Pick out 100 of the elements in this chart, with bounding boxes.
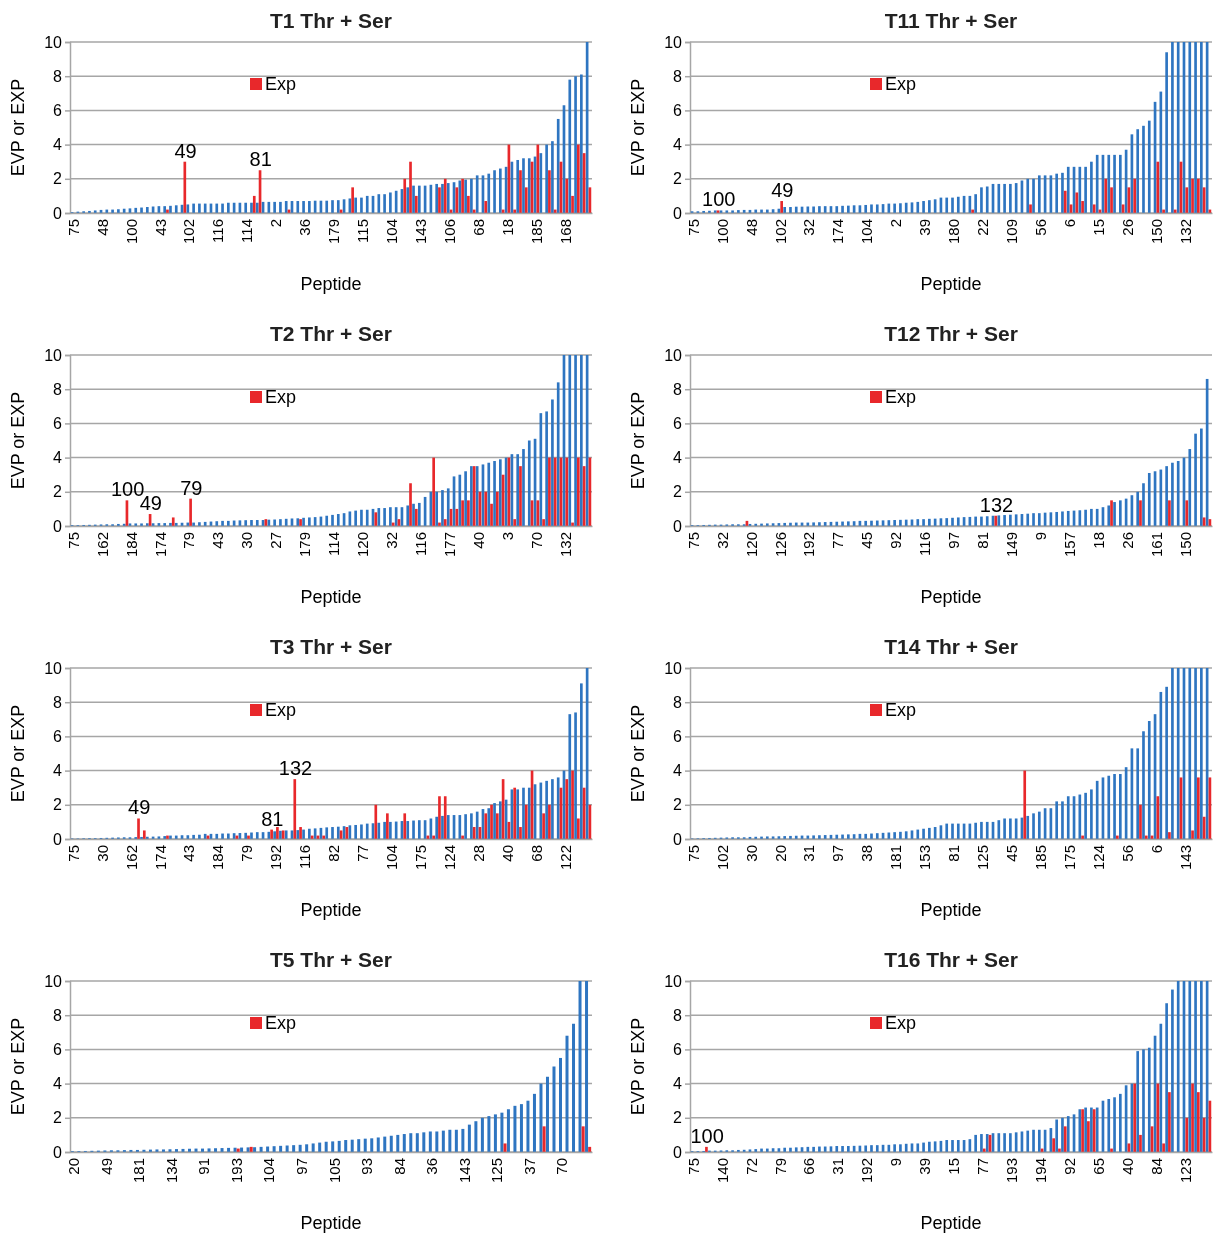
bar [409, 161, 412, 213]
bar [580, 355, 583, 526]
bar [1032, 513, 1035, 526]
bar [438, 796, 441, 839]
bar [461, 1128, 465, 1152]
x-tick-label: 153 [916, 845, 934, 871]
bar [272, 1146, 276, 1152]
bar [1009, 183, 1012, 213]
x-tick-label: 181 [130, 1158, 148, 1184]
x-tick-label: 32 [713, 532, 731, 549]
bar [835, 1146, 839, 1152]
bar [386, 813, 389, 839]
bar [980, 1134, 983, 1152]
bar [545, 780, 548, 839]
bar [227, 1147, 231, 1152]
bar [360, 197, 363, 213]
bar [1165, 52, 1168, 213]
bar [484, 201, 488, 213]
x-tick-label: 177 [440, 532, 458, 558]
bar [705, 1146, 708, 1152]
x-tick-label: 104 [858, 219, 876, 245]
bar [864, 1145, 868, 1152]
annotation: 81 [249, 148, 272, 171]
bar [1171, 989, 1174, 1152]
bar [1032, 1129, 1035, 1152]
bar [568, 714, 572, 839]
bar [580, 683, 583, 839]
x-tick-label: 38 [858, 845, 876, 862]
bar [951, 517, 954, 526]
bar [403, 813, 407, 839]
x-tick-label: 75 [64, 532, 82, 549]
bar [818, 206, 821, 213]
bar [1026, 178, 1030, 213]
bar [1176, 668, 1180, 839]
x-tick-label: 79 [180, 532, 198, 549]
y-tick-label: 6 [53, 415, 63, 433]
bar [870, 204, 873, 213]
bar [835, 206, 839, 213]
bar [438, 187, 441, 213]
bar [412, 503, 415, 526]
bar [215, 521, 219, 526]
x-tick-label: 125 [974, 845, 992, 871]
bar [997, 183, 1001, 213]
bar [916, 519, 920, 526]
bar [899, 1144, 902, 1152]
bar [350, 1139, 354, 1152]
y-tick-label: 2 [53, 483, 63, 501]
x-axis-title: Peptide [920, 274, 982, 294]
bar [221, 203, 224, 213]
bar [273, 201, 276, 213]
bar [875, 1145, 879, 1152]
bar [1061, 1117, 1064, 1152]
x-tick-label: 84 [1147, 1158, 1165, 1175]
x-tick-label: 77 [354, 845, 372, 862]
x-tick-label: 140 [713, 1158, 731, 1184]
bar [221, 520, 224, 526]
bar [847, 1146, 850, 1152]
bar [980, 821, 983, 839]
x-tick-label: 174 [151, 845, 169, 871]
x-tick-label: 56 [1118, 845, 1136, 862]
y-tick-label: 0 [53, 1143, 63, 1161]
bar [1188, 42, 1192, 213]
bar [215, 203, 219, 213]
legend-label: Exp [885, 1013, 917, 1033]
bar [325, 827, 329, 839]
bar [1081, 201, 1084, 213]
bar [812, 1146, 815, 1152]
bar [1055, 1119, 1058, 1152]
bar [171, 517, 175, 526]
y-tick-label: 0 [53, 204, 63, 222]
y-tick-label: 4 [53, 1075, 63, 1093]
bar [252, 195, 256, 213]
x-tick-label: 77 [974, 1158, 992, 1175]
bar [551, 779, 554, 839]
bar [446, 183, 450, 213]
x-tick-label: 32 [800, 219, 818, 236]
bar [1136, 491, 1140, 526]
bar [493, 170, 496, 213]
bar [383, 194, 386, 213]
bar [484, 491, 488, 526]
bar [435, 1131, 439, 1152]
x-axis-title: Peptide [920, 587, 982, 607]
bar [1142, 1049, 1145, 1152]
bar [1176, 461, 1180, 526]
bar [506, 1109, 510, 1152]
x-tick-label: 116 [209, 219, 227, 243]
bar [1023, 770, 1027, 839]
x-tick-label: 185 [1031, 845, 1049, 871]
bar [402, 1134, 406, 1152]
x-tick-label: 168 [556, 219, 574, 245]
bar [899, 831, 902, 839]
bar [945, 518, 949, 526]
bar [1200, 428, 1203, 526]
bar [1119, 774, 1122, 839]
bar [435, 491, 438, 526]
x-tick-label: 185 [527, 219, 545, 245]
bar [928, 200, 931, 213]
bar [470, 813, 473, 839]
bar [495, 491, 499, 526]
bar [553, 457, 557, 526]
